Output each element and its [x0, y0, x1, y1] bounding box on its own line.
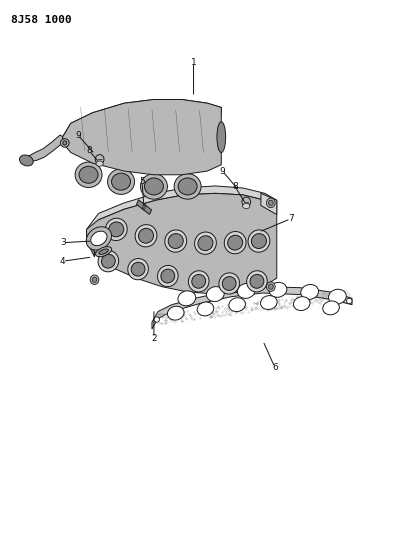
Ellipse shape: [250, 274, 264, 288]
Ellipse shape: [222, 277, 236, 290]
Text: 8J58 1000: 8J58 1000: [11, 14, 72, 25]
Polygon shape: [63, 100, 221, 175]
Ellipse shape: [195, 232, 216, 254]
Text: 8: 8: [87, 147, 92, 156]
Ellipse shape: [99, 249, 109, 254]
Ellipse shape: [229, 298, 245, 312]
Ellipse shape: [178, 291, 196, 306]
Ellipse shape: [237, 284, 255, 298]
Ellipse shape: [165, 230, 187, 252]
Ellipse shape: [98, 251, 119, 272]
Ellipse shape: [217, 122, 226, 152]
Ellipse shape: [109, 222, 124, 237]
Ellipse shape: [267, 198, 275, 208]
Ellipse shape: [247, 271, 267, 292]
Ellipse shape: [188, 271, 209, 292]
Ellipse shape: [242, 197, 251, 207]
Ellipse shape: [20, 155, 33, 166]
Ellipse shape: [168, 306, 184, 320]
Text: 7: 7: [288, 214, 294, 223]
Ellipse shape: [243, 204, 250, 209]
Ellipse shape: [219, 273, 239, 294]
Text: 6: 6: [272, 363, 278, 372]
Ellipse shape: [79, 166, 98, 183]
Ellipse shape: [224, 231, 246, 254]
Ellipse shape: [328, 289, 346, 304]
Polygon shape: [136, 200, 152, 214]
Text: 3: 3: [60, 238, 66, 247]
Ellipse shape: [161, 269, 175, 283]
Ellipse shape: [178, 178, 197, 195]
Ellipse shape: [95, 155, 104, 164]
Text: 5: 5: [139, 177, 145, 186]
Polygon shape: [152, 287, 352, 329]
Ellipse shape: [323, 301, 339, 315]
Ellipse shape: [86, 227, 111, 250]
Ellipse shape: [158, 265, 178, 287]
Ellipse shape: [269, 200, 273, 206]
Ellipse shape: [101, 254, 115, 268]
Ellipse shape: [128, 259, 148, 280]
Polygon shape: [63, 100, 221, 143]
Polygon shape: [261, 193, 277, 215]
Ellipse shape: [267, 282, 275, 292]
Ellipse shape: [95, 247, 112, 257]
Ellipse shape: [261, 296, 277, 310]
Text: 1: 1: [191, 58, 196, 67]
Text: 9: 9: [75, 131, 81, 140]
Ellipse shape: [90, 275, 99, 285]
Polygon shape: [26, 135, 63, 163]
Polygon shape: [87, 236, 95, 257]
Ellipse shape: [174, 174, 201, 199]
Ellipse shape: [96, 161, 103, 166]
Ellipse shape: [92, 277, 97, 282]
Text: 4: 4: [60, 257, 65, 265]
Ellipse shape: [301, 285, 318, 300]
Polygon shape: [87, 193, 277, 294]
Ellipse shape: [63, 141, 67, 145]
Ellipse shape: [346, 298, 352, 304]
Ellipse shape: [251, 233, 267, 248]
Text: 2: 2: [151, 334, 157, 343]
Ellipse shape: [228, 235, 243, 250]
Ellipse shape: [197, 302, 214, 316]
Ellipse shape: [60, 139, 69, 147]
Ellipse shape: [105, 218, 127, 240]
Ellipse shape: [168, 233, 183, 248]
Text: 9: 9: [219, 166, 225, 175]
Ellipse shape: [91, 231, 107, 246]
Polygon shape: [87, 186, 277, 236]
Ellipse shape: [112, 173, 130, 190]
Ellipse shape: [140, 174, 168, 199]
Ellipse shape: [248, 230, 270, 252]
Ellipse shape: [75, 162, 102, 188]
Ellipse shape: [293, 297, 310, 311]
Ellipse shape: [108, 169, 134, 195]
Ellipse shape: [206, 287, 224, 302]
Ellipse shape: [154, 317, 160, 322]
Text: 8: 8: [232, 182, 238, 191]
Ellipse shape: [269, 282, 287, 297]
Ellipse shape: [138, 228, 154, 243]
Ellipse shape: [144, 178, 164, 195]
Ellipse shape: [94, 229, 103, 238]
Ellipse shape: [192, 274, 205, 288]
Ellipse shape: [198, 236, 213, 251]
Ellipse shape: [269, 284, 273, 289]
Ellipse shape: [131, 262, 145, 276]
Ellipse shape: [135, 224, 157, 247]
Ellipse shape: [96, 231, 101, 236]
